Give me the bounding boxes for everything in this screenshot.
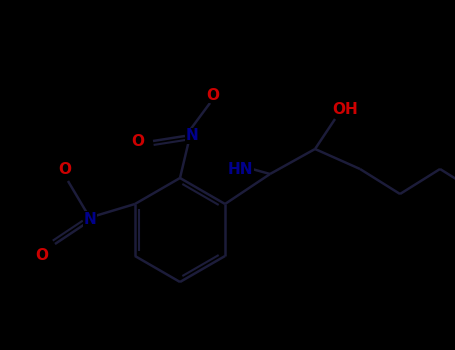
Text: O: O — [131, 133, 145, 148]
Text: O: O — [35, 247, 49, 262]
Text: HN: HN — [228, 161, 253, 176]
Text: O: O — [58, 161, 71, 176]
Text: N: N — [186, 128, 198, 143]
Text: O: O — [207, 88, 219, 103]
Text: N: N — [84, 211, 96, 226]
Text: OH: OH — [332, 102, 358, 117]
